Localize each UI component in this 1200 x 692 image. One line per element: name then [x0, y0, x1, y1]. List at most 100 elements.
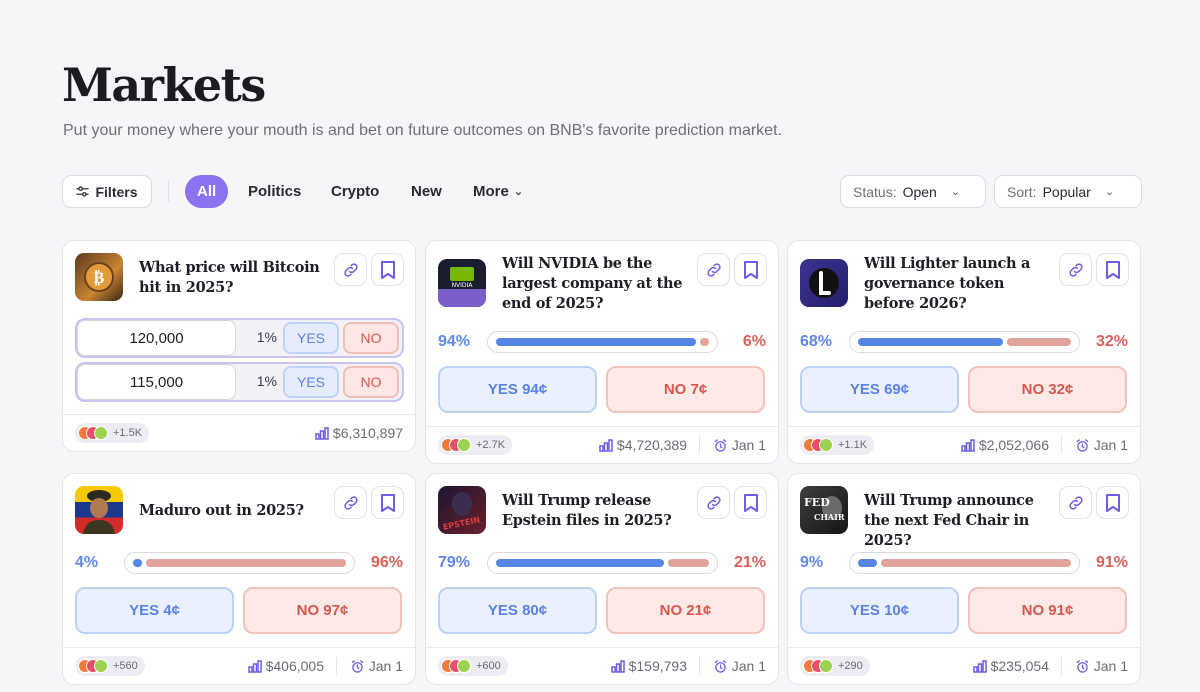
market-card[interactable]: NVIDIA Will NVIDIA be the largest compan… — [425, 240, 779, 464]
alarm-clock-icon — [1076, 659, 1089, 673]
bookmark-button[interactable] — [371, 486, 404, 519]
volume-value: $159,793 — [628, 658, 687, 674]
probability-bar — [849, 552, 1080, 574]
end-date-value: Jan 1 — [731, 658, 766, 674]
yes-percent: 68% — [800, 333, 833, 350]
volume-value: $2,052,066 — [978, 437, 1049, 453]
buy-yes-button[interactable]: YES 94¢ — [438, 366, 597, 413]
copy-link-button[interactable] — [697, 253, 730, 286]
market-card[interactable]: ₿ What price will Bitcoin hit in 2025? 1… — [62, 240, 416, 452]
outcome-no-button[interactable]: NO — [343, 322, 399, 354]
link-icon — [1068, 495, 1083, 510]
market-question[interactable]: What price will Bitcoin hit in 2025? — [139, 259, 320, 296]
copy-link-button[interactable] — [1059, 486, 1092, 519]
avatar-stack — [441, 438, 473, 452]
category-tab-more[interactable]: More ⌄ — [473, 175, 523, 208]
buy-no-button[interactable]: NO 91¢ — [968, 587, 1127, 634]
bookmark-button[interactable] — [734, 253, 767, 286]
participant-count: +560 — [113, 660, 138, 672]
sort-select[interactable]: Sort: Popular ⌄ — [994, 175, 1142, 208]
thumbnail-text: CHAIR — [814, 512, 845, 522]
bar-chart-icon — [972, 659, 987, 673]
link-icon — [343, 262, 358, 277]
yes-percent: 4% — [75, 554, 99, 571]
buy-yes-button[interactable]: YES 10¢ — [800, 587, 959, 634]
status-select-label: Status: — [853, 183, 897, 200]
buy-yes-button[interactable]: YES 4¢ — [75, 587, 234, 634]
status-select[interactable]: Status: Open ⌄ — [840, 175, 986, 208]
market-question[interactable]: Will Lighter launch a governance token b… — [864, 255, 1031, 312]
outcome-value: 115,000 — [77, 364, 236, 400]
end-date: Jan 1 — [351, 658, 403, 674]
category-tab-new[interactable]: New — [411, 183, 442, 200]
sort-select-label: Sort: — [1007, 183, 1037, 200]
outcome-row: 120,000 1% YES NO — [75, 318, 404, 358]
buy-no-button[interactable]: NO 97¢ — [243, 587, 402, 634]
market-card[interactable]: Maduro out in 2025? 4% 96% YES 4¢ NO 97¢… — [62, 473, 416, 685]
market-question[interactable]: Maduro out in 2025? — [139, 502, 304, 519]
buy-no-button[interactable]: NO 21¢ — [606, 587, 765, 634]
market-card[interactable]: EPSTEIN Will Trump release Epstein files… — [425, 473, 779, 685]
market-card[interactable]: Will Lighter launch a governance token b… — [787, 240, 1141, 464]
buy-no-button[interactable]: NO 32¢ — [968, 366, 1127, 413]
yes-percent: 9% — [800, 554, 824, 571]
link-icon — [706, 495, 721, 510]
outcome-value: 120,000 — [77, 320, 236, 356]
link-icon — [343, 495, 358, 510]
market-question[interactable]: Will Trump release Epstein files in 2025… — [502, 492, 672, 529]
market-question[interactable]: Will Trump announce the next Fed Chair i… — [864, 492, 1034, 549]
probability-bar-yes — [858, 559, 877, 567]
bookmark-icon — [743, 493, 758, 512]
bookmark-icon — [380, 493, 395, 512]
participant-count: +290 — [838, 660, 863, 672]
copy-link-button[interactable] — [697, 486, 730, 519]
category-tab-all[interactable]: All — [185, 175, 229, 208]
outcome-no-button[interactable]: NO — [343, 366, 399, 398]
no-percent: 6% — [742, 333, 766, 350]
market-card[interactable]: FED CHAIR Will Trump announce the next Fe… — [787, 473, 1141, 685]
no-percent: 96% — [370, 554, 403, 571]
alarm-clock-icon — [714, 659, 727, 673]
buy-no-button[interactable]: NO 7¢ — [606, 366, 765, 413]
copy-link-button[interactable] — [334, 253, 367, 286]
status-select-value: Open — [902, 183, 937, 200]
copy-link-button[interactable] — [334, 486, 367, 519]
alarm-clock-icon — [1076, 438, 1089, 452]
card-footer: +600 $159,793 Jan 1 — [426, 647, 778, 684]
volume: $159,793 — [610, 658, 687, 674]
no-percent: 21% — [733, 554, 766, 571]
participants-badge: +1.1K — [800, 435, 875, 455]
bar-chart-icon — [599, 438, 613, 452]
market-thumbnail: ₿ — [75, 253, 123, 301]
copy-link-button[interactable] — [1059, 253, 1092, 286]
participants-badge: +1.5K — [75, 423, 150, 443]
outcome-yes-button[interactable]: YES — [283, 366, 339, 398]
bookmark-button[interactable] — [734, 486, 767, 519]
outcome-yes-button[interactable]: YES — [283, 322, 339, 354]
volume-value: $235,054 — [990, 658, 1049, 674]
bookmark-button[interactable] — [1096, 253, 1129, 286]
volume-value: $4,720,389 — [616, 437, 687, 453]
market-question[interactable]: Will NVIDIA be the largest company at th… — [502, 255, 683, 312]
participants-badge: +560 — [75, 656, 145, 676]
avatar-stack — [78, 659, 110, 673]
bookmark-button[interactable] — [371, 253, 404, 286]
participants-badge: +600 — [438, 656, 508, 676]
category-tab-politics[interactable]: Politics — [248, 183, 302, 200]
chevron-down-icon: ⌄ — [950, 186, 961, 198]
buy-yes-button[interactable]: YES 80¢ — [438, 587, 597, 634]
buy-yes-button[interactable]: YES 69¢ — [800, 366, 959, 413]
footer-divider — [1061, 657, 1062, 675]
sort-select-value: Popular — [1042, 183, 1091, 200]
bar-chart-icon — [610, 659, 625, 673]
sliders-icon — [76, 186, 90, 197]
thumbnail-text: FED — [804, 496, 830, 509]
filters-button[interactable]: Filters — [62, 175, 152, 208]
bookmark-icon — [1105, 493, 1120, 512]
bar-chart-icon — [315, 426, 329, 440]
participants-badge: +2.7K — [438, 435, 513, 455]
page-subtitle: Put your money where your mouth is and b… — [63, 122, 782, 139]
category-tab-crypto[interactable]: Crypto — [331, 183, 380, 200]
bookmark-button[interactable] — [1096, 486, 1129, 519]
card-footer: +1.1K $2,052,066 Jan 1 — [788, 426, 1140, 463]
